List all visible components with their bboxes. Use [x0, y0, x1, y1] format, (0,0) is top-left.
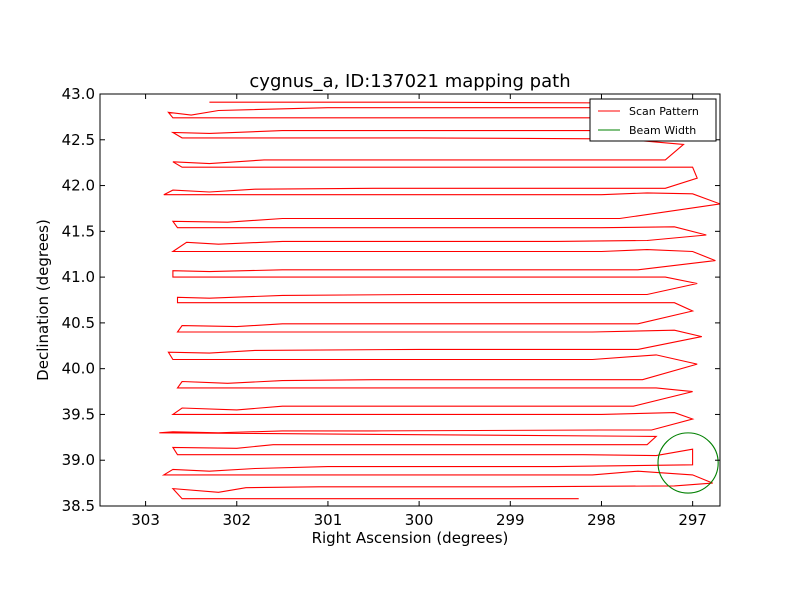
legend-label-scan-pattern: Scan Pattern	[629, 105, 699, 118]
plot-area	[99, 93, 721, 507]
y-axis-label: Declination (degrees)	[34, 219, 52, 381]
y-tick-label: 41.0	[62, 268, 95, 286]
x-tick-label: 300	[405, 511, 434, 529]
legend: Scan Pattern Beam Width	[589, 98, 717, 142]
y-tick-label: 42.0	[62, 177, 95, 195]
series-beam-width	[657, 432, 719, 494]
y-axis: 38.5 39.0 39.5 40.0 40.5 41.0 41.5 42.0 42.5 43.0	[62, 85, 720, 515]
x-tick-label: 303	[131, 511, 160, 529]
x-axis-label: Right Ascension (degrees)	[312, 529, 509, 547]
x-axis: 303 302 301 300 299 298 297	[131, 94, 707, 529]
x-tick-label: 299	[496, 511, 525, 529]
y-tick-label: 38.5	[62, 497, 95, 515]
y-tick-label: 40.0	[62, 360, 95, 378]
y-tick-label: 42.5	[62, 131, 95, 149]
y-tick-label: 41.5	[62, 222, 95, 240]
legend-label-beam-width: Beam Width	[629, 124, 696, 137]
y-tick-label: 39.5	[62, 405, 95, 423]
x-tick-label: 298	[587, 511, 616, 529]
series-scan-pattern	[159, 101, 720, 500]
x-tick-label: 301	[314, 511, 343, 529]
legend-box	[589, 98, 717, 142]
chart-title: cygnus_a, ID:137021 mapping path	[249, 71, 570, 92]
y-tick-label: 39.0	[62, 451, 95, 469]
x-tick-label: 302	[222, 511, 251, 529]
y-tick-label: 43.0	[62, 85, 95, 103]
x-tick-label: 297	[678, 511, 707, 529]
y-tick-label: 40.5	[62, 314, 95, 332]
plot-frame	[99, 93, 721, 507]
